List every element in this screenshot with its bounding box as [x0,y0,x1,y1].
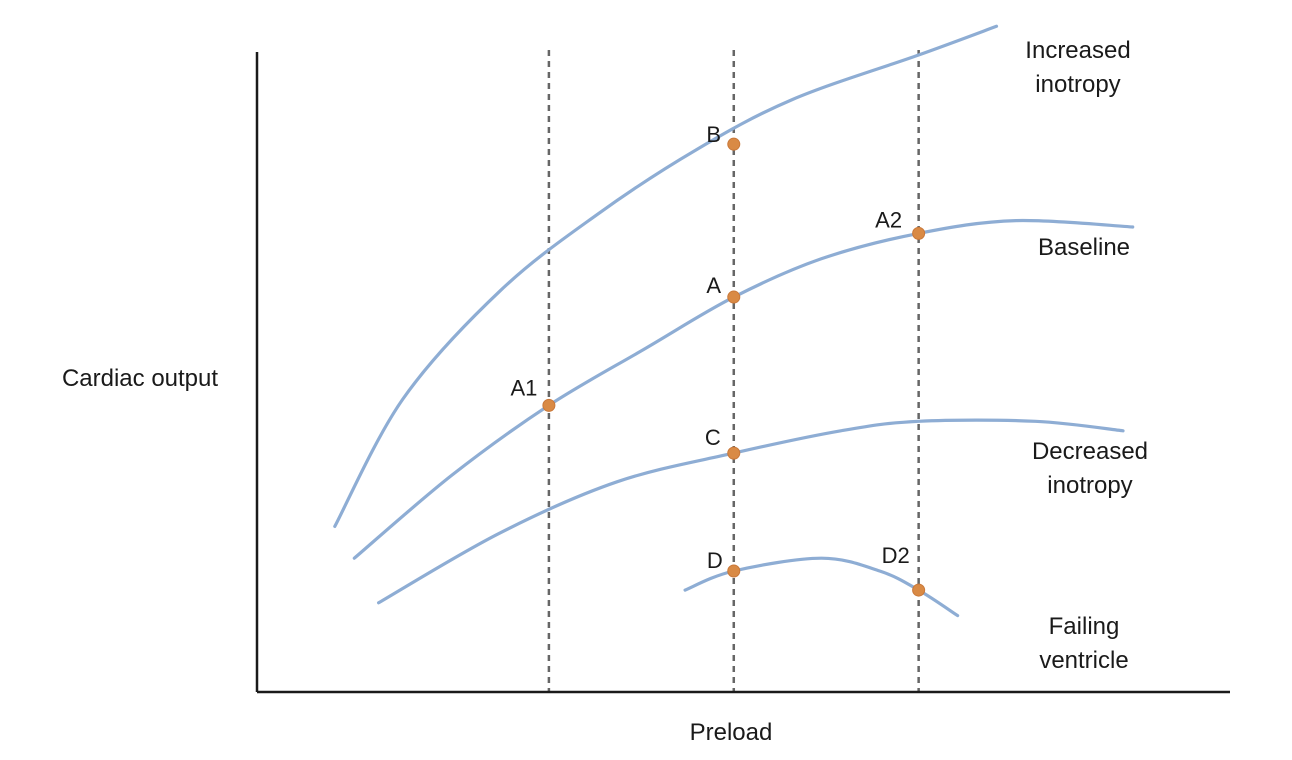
point-a2 [912,226,926,240]
point-d [727,564,741,578]
curve-labels: Increased inotropy Baseline Decreased inotro… [1025,37,1148,674]
label-increased-inotropy: Increased inotropy [1025,37,1130,98]
baseline-curve [352,218,1135,560]
increased-inotropy-curve [333,24,999,528]
points: B A A1 A2 C D D2 [510,122,926,597]
point-label-a1: A1 [510,375,537,400]
y-axis-label: Cardiac output [62,365,218,392]
point-c [727,446,741,460]
decreased-inotropy-curve [377,418,1125,605]
x-axis-label: Preload [690,719,773,746]
label-baseline: Baseline [1038,234,1130,261]
point-label-b: B [706,122,721,147]
point-a1 [542,398,556,412]
point-label-a: A [706,273,721,298]
point-b [727,137,741,151]
point-label-a2: A2 [875,207,902,232]
point-a [727,290,741,304]
point-d2 [912,583,926,597]
point-label-d2: D2 [882,543,910,568]
point-label-c: C [705,425,721,450]
label-decreased-inotropy: Decreased inotropy [1032,438,1148,499]
label-failing-ventricle: Failing ventricle [1039,613,1128,674]
point-label-d: D [707,548,723,573]
preload-guide-lines [547,50,920,692]
